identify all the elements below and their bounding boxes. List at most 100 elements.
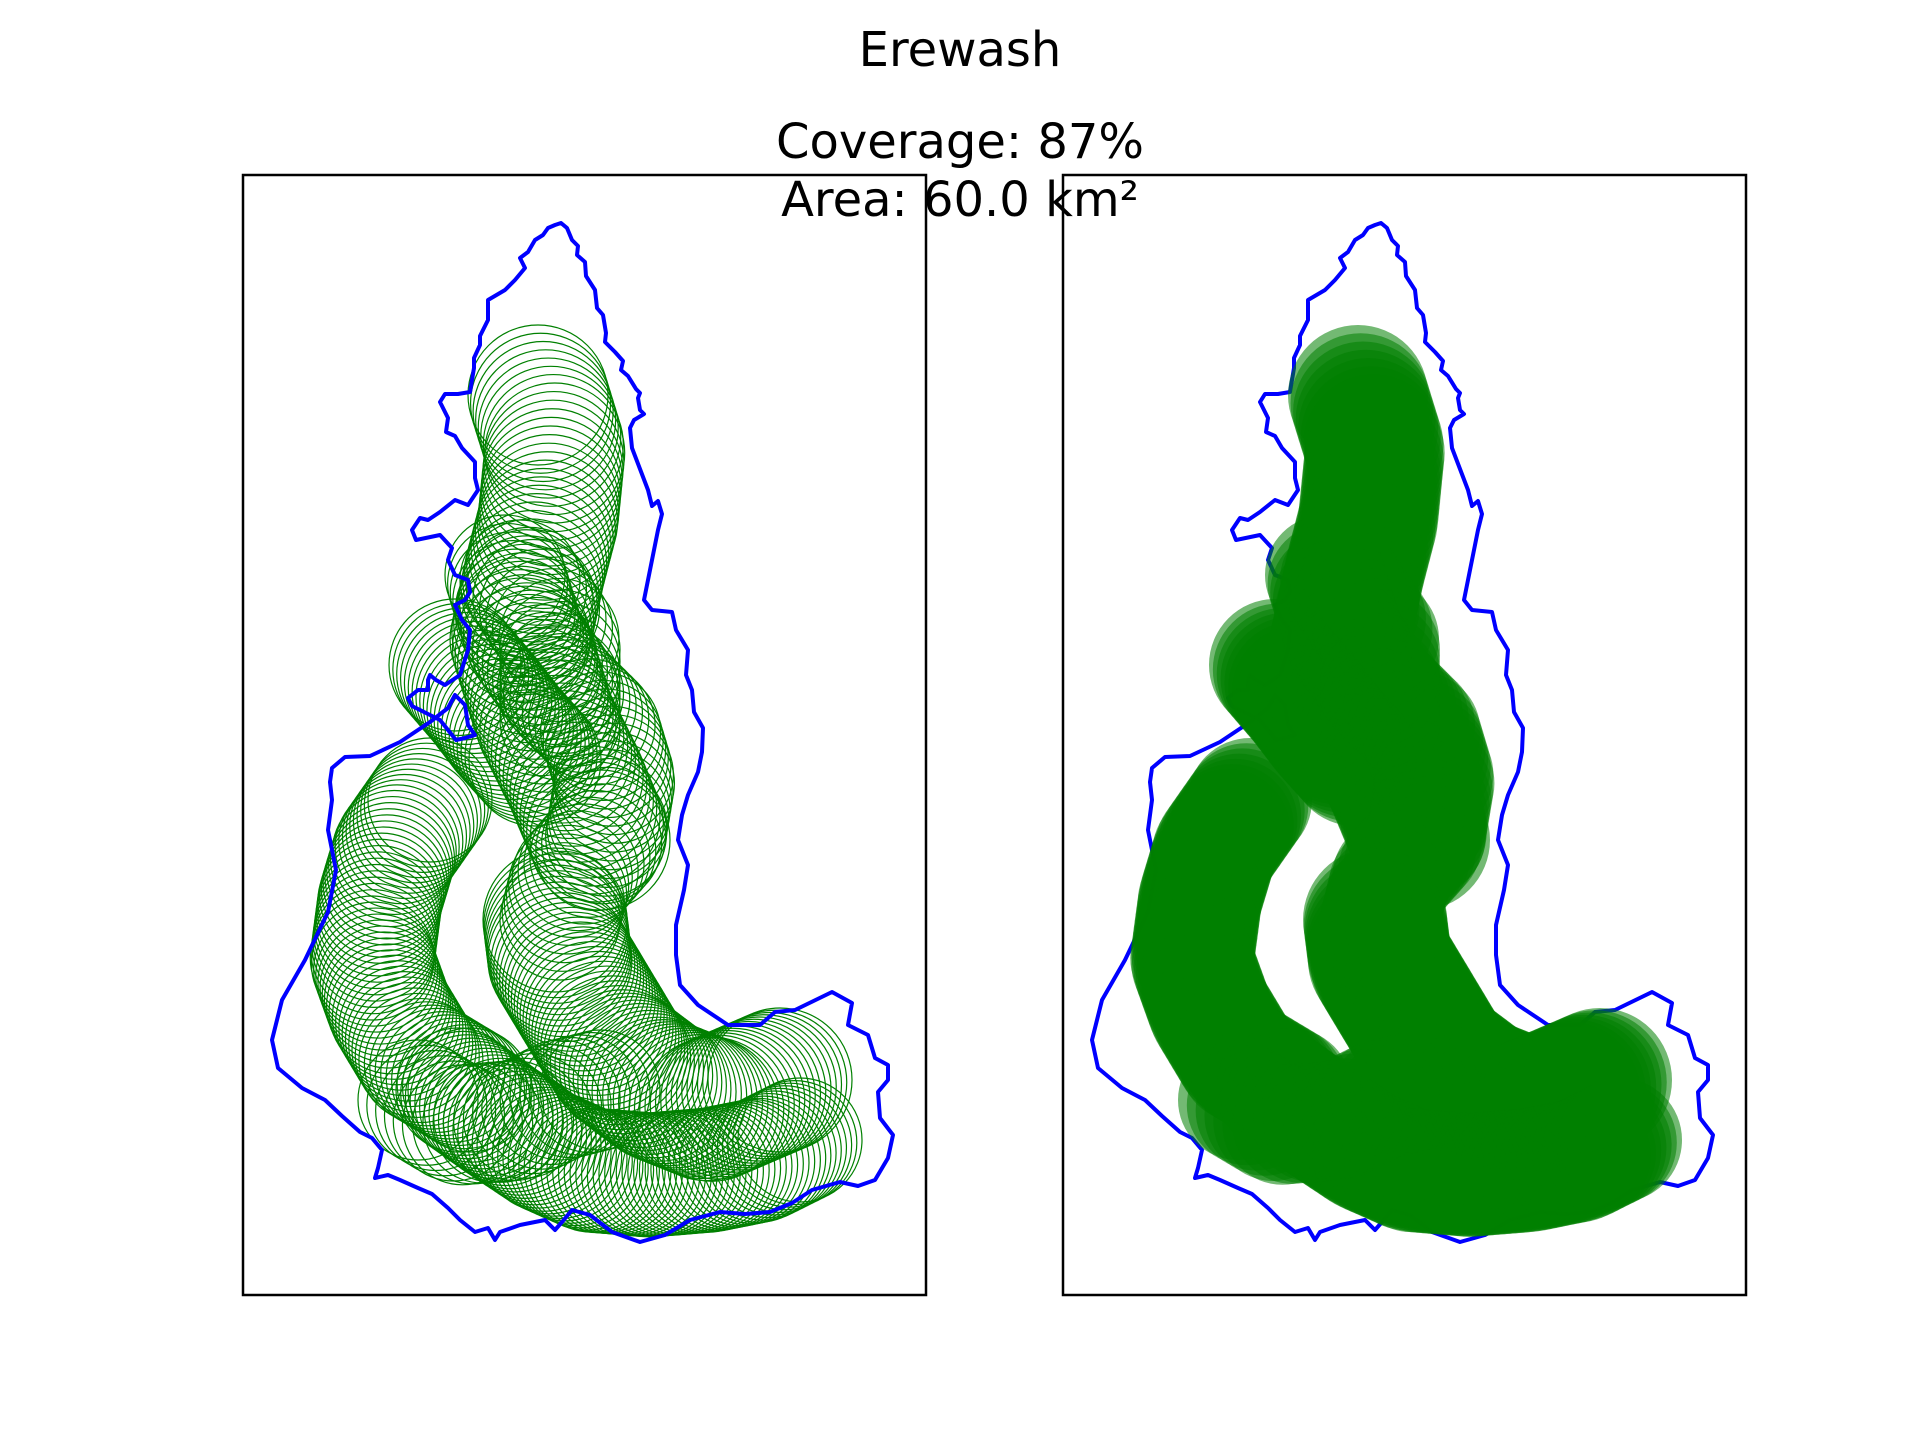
panel-frame <box>241 173 928 1297</box>
coverage-circle <box>481 408 623 550</box>
coverage-circle <box>732 1079 858 1206</box>
coverage-circle-filled <box>1320 660 1440 780</box>
area-label: Area: 60.0 km² <box>781 172 1139 228</box>
coverage-circle <box>737 1077 863 1203</box>
coverage-circle <box>522 945 668 1092</box>
coverage-circle <box>499 612 621 734</box>
coverage-circle <box>349 763 475 889</box>
coverage-circle <box>505 833 628 955</box>
coverage-circle <box>681 1018 827 1164</box>
coverage-circle <box>323 937 450 1063</box>
coverage-circle <box>341 971 467 1097</box>
coverage-circle <box>477 357 619 499</box>
coverage-circle <box>401 1024 528 1150</box>
coverage-circle <box>366 1044 488 1166</box>
coverage-circles-filled <box>1130 325 1682 1237</box>
coverage-circle <box>707 1007 853 1153</box>
coverage-circle <box>465 529 588 651</box>
coverage-circle <box>716 1087 842 1213</box>
coverage-circle <box>706 1092 832 1219</box>
coverage-circle <box>543 980 689 1126</box>
coverage-circle <box>497 1093 623 1220</box>
coverage-circle <box>310 901 437 1027</box>
coverage-circle <box>407 1027 533 1153</box>
coverage-circle <box>352 758 479 884</box>
coverage-circle <box>499 659 621 781</box>
coverage-circle <box>322 820 448 946</box>
coverage-circle <box>499 589 621 711</box>
coverage-circle <box>452 1067 578 1193</box>
coverage-circle <box>460 684 594 818</box>
coverage-circle <box>462 1057 585 1179</box>
coverage-circle <box>498 697 640 840</box>
coverage-circle <box>315 913 441 1039</box>
coverage-circle <box>701 1095 827 1221</box>
coverage-circle <box>545 985 692 1131</box>
coverage-circle-filled <box>1360 1030 1480 1150</box>
coverage-circle <box>480 365 622 507</box>
coverage-circle <box>331 954 457 1080</box>
coverage-circle <box>499 635 621 758</box>
coverage-circle <box>452 1059 575 1182</box>
coverage-circle <box>466 493 608 635</box>
coverage-circle <box>486 1089 612 1215</box>
coverage-circle <box>399 611 534 746</box>
coverage-circle <box>356 753 482 879</box>
coverage-circle <box>519 1034 641 1156</box>
figure-title: Erewash <box>858 22 1062 78</box>
coverage-circle <box>577 1009 723 1155</box>
coverage-circle <box>328 949 454 1075</box>
coverage-circle <box>367 737 493 863</box>
coverage-circle <box>499 624 621 746</box>
coverage-circle <box>448 671 582 805</box>
coverage-circle-filled <box>1558 1078 1682 1202</box>
coverage-circle <box>509 639 631 761</box>
panel-outline-circles <box>241 173 928 1297</box>
coverage-circle <box>357 1039 479 1161</box>
coverage-circle <box>545 775 667 897</box>
coverage-circle <box>711 1090 837 1216</box>
coverage-circle <box>319 925 445 1051</box>
coverage-circle <box>329 795 456 922</box>
coverage-circle <box>721 1085 848 1211</box>
coverage-circle <box>490 1043 612 1166</box>
coverage-circle <box>485 558 607 680</box>
panel-filled-circles <box>1061 173 1748 1297</box>
coverage-circle <box>484 382 626 524</box>
coverage-label: Coverage: 87% <box>775 114 1145 170</box>
coverage-circle <box>479 659 621 801</box>
panel-frame <box>1061 173 1748 1297</box>
district-boundary <box>1090 221 1715 1244</box>
coverage-circle <box>501 850 623 972</box>
coverage-circle <box>471 589 593 711</box>
coverage-circle <box>549 989 695 1135</box>
coverage-circles-outlined <box>309 324 863 1238</box>
coverage-circle <box>512 1100 639 1227</box>
coverage-circle <box>531 960 677 1106</box>
coverage-circle <box>660 1027 806 1173</box>
coverage-circle <box>354 992 480 1119</box>
coverage-circle <box>499 600 621 723</box>
coverage-circle <box>727 1082 853 1208</box>
coverage-circle <box>518 1103 644 1229</box>
coverage-circle <box>596 1021 742 1167</box>
coverage-circle <box>491 1091 617 1217</box>
coverage-circle <box>475 349 617 491</box>
coverage-circle <box>695 1097 821 1223</box>
coverage-circle <box>491 568 614 690</box>
coverage-circle <box>602 1023 748 1169</box>
coverage-circle <box>472 340 614 483</box>
coverage-circle <box>499 647 621 769</box>
coverage-circle <box>483 390 625 533</box>
coverage-circle <box>686 1016 832 1162</box>
coverage-circle <box>525 950 671 1096</box>
coverage-circle <box>440 662 574 796</box>
coverage-circle <box>546 766 668 888</box>
coverage-circle <box>482 373 624 516</box>
coverage-circle <box>696 1011 843 1158</box>
coverage-circle <box>472 1053 594 1175</box>
coverage-circle <box>539 1029 661 1151</box>
coverage-circle <box>481 604 603 726</box>
coverage-circle <box>453 552 595 694</box>
